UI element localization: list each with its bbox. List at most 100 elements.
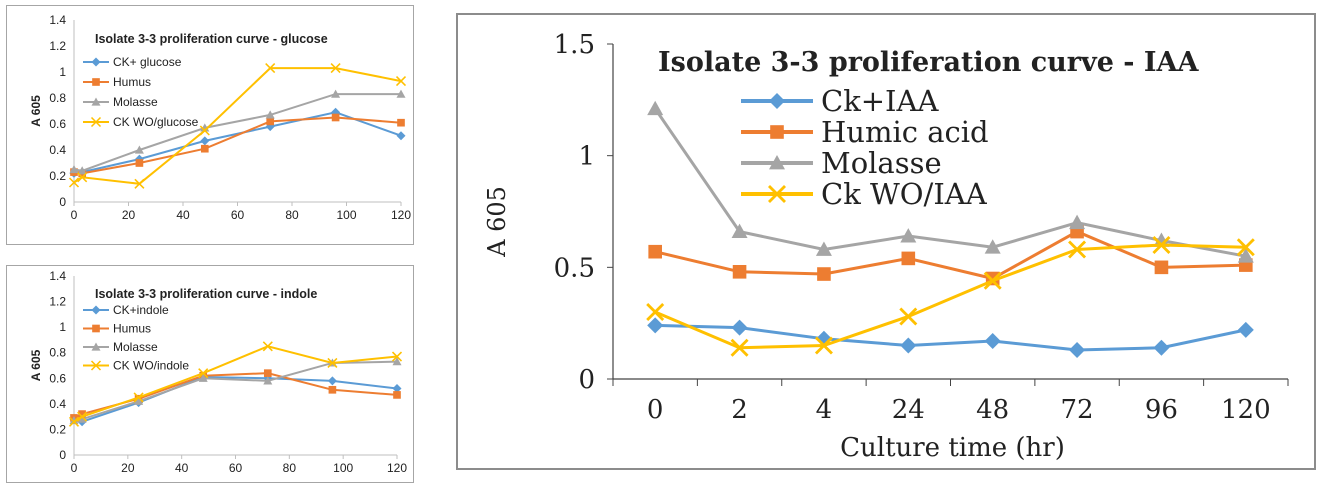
c2-series-1-point-6 [393,391,401,399]
c1-x-tick-label-3: 60 [231,208,245,222]
c2-x-tick-label-0: 0 [71,461,78,475]
c3-series-2-line [653,107,1247,258]
c1-series-3-point-1-b [77,172,88,183]
c3-y-tick-label-2: 1 [578,142,595,172]
c2-series-3-point-2-b [133,392,144,403]
c3-series-3-point-0-b [646,303,665,321]
indole-chart: 0 0.2 0.4 0.6 0.8 1 1.2 1.4 0 20 40 60 80 100 120 A 605… [29,269,407,475]
c3-x-tick-label-7: 120 [1221,395,1271,425]
c1-x-tick-label-4: 80 [285,208,299,222]
c3-series-3-point-6 [1152,236,1171,254]
c1-x-tick-label-5: 100 [336,208,356,222]
c3-legend-3-label: Ck WO/IAA [821,177,988,211]
c1-series-1-point-4 [266,117,275,126]
c3-series-0-line [655,323,1247,352]
c2-legend-3-label: CK WO/indole [113,359,189,373]
c2-legend-2-label: Molasse [113,340,158,354]
c2-y-tick-label-7: 1.4 [49,269,66,283]
c2-y-tick-label-3: 0.6 [49,371,66,385]
c3-series-3-point-2-b [814,336,833,355]
c2-x-tick-label-2: 40 [175,461,189,475]
c2-series-3-point-4 [262,341,273,352]
c3-series-0-point-7 [1237,321,1254,338]
glucose-chart-panel: 0 0.2 0.4 0.6 0.8 1 1.2 1.4 0 20 40 60 80 100 120 A 605… [6,5,414,245]
c3-legend-0-marker [769,93,785,109]
c3-series-2-point-7 [1237,248,1254,263]
c3-series-3-line [654,243,1246,350]
c2-series-2-point-6 [392,357,402,366]
c3-series-0-point-5 [1069,341,1086,358]
c2-legend-0-marker [91,305,101,315]
c2-series-3-point-3-b [198,368,209,379]
c1-legend-1-label: Humus [113,75,151,89]
c3-x-tick-label-1: 2 [731,395,748,425]
c3-series-3-point-3 [899,307,918,326]
c2-legend-1-marker [92,324,100,333]
c3-series-1-point-3 [901,251,916,266]
c1-series-3-point-1 [77,172,88,183]
c1-y-tick-label-3: 0.6 [49,117,66,131]
c3-series-2-point-5 [1069,214,1086,230]
c2-series-2-point-0 [69,415,79,425]
c1-series-3-point-0-b [68,177,80,188]
c3-x-label: Culture time (hr) [840,433,1065,463]
c1-series-3-point-6 [395,76,407,87]
c3-series-3-point-5 [1068,240,1087,259]
c2-series-3-point-6 [391,351,403,362]
c3-series-3-point-3-b [899,307,918,326]
c2-series-3-point-3 [198,368,209,379]
iaa-chart-panel: 0 0.5 1 1.5 0 2 4 24 48 72 96 120 Culture time (hr) A… [456,13,1316,470]
c3-x-tick-label-3: 24 [892,395,925,425]
c2-series-2-point-2 [134,396,144,405]
c2-y-tick-label-1: 0.2 [49,422,66,436]
c1-legend-3-marker [90,116,102,128]
c2-series-1-point-1 [78,410,86,418]
c2-x-tick-label-3: 60 [229,461,243,475]
c2-y-tick-label-5: 1 [59,320,66,334]
c1-series-1-point-6 [397,118,405,127]
c2-series-1-point-5 [328,385,337,394]
c3-legend-1-label: Humic acid [821,115,989,149]
c3-legend-3-marker [768,185,786,203]
c1-legend-0-marker [91,57,101,67]
c3-x-tick-label-2: 4 [816,395,833,425]
c3-legend-2-marker [769,155,785,170]
c1-y-tick-label-5: 1 [59,65,66,79]
c2-y-tick-label-4: 0.8 [49,346,66,360]
c3-y-tick-label-0: 0 [578,365,595,395]
c1-series-3-point-6-b [395,76,407,87]
c3-series-2-point-2 [815,241,832,256]
c3-series-0-point-3 [900,337,917,354]
c1-series-0-point-6 [396,131,406,141]
c1-series-1-point-5 [331,113,340,122]
c2-legend-2-marker [91,342,101,351]
c3-title: Isolate 3-3 proliferation curve - IAA [658,47,1199,78]
c1-y-tick-label-0: 0 [59,195,66,209]
c3-series-3-point-7-b [1236,238,1255,257]
c2-y-tick-label-0: 0 [59,448,66,462]
c3-series-3-point-1 [730,338,749,357]
c2-series-3-point-6-b [391,351,403,362]
c3-series-1-point-1 [732,265,747,279]
c1-series-3-point-2 [134,178,145,189]
c1-series-3-point-4 [265,63,276,74]
c3-x-tick-label-6: 96 [1145,395,1178,425]
c3-x-tick-label-0: 0 [647,395,664,425]
c1-x-tick-label-2: 40 [176,208,190,222]
c2-series-0-point-5 [327,376,337,386]
c1-y-tick-label-6: 1.2 [49,39,66,53]
c3-series-0-point-6 [1153,339,1170,356]
c1-y-tick-label-1: 0.2 [49,169,66,183]
c3-series-0-point-1 [731,319,748,336]
c1-y-tick-label-4: 0.8 [49,91,66,105]
c1-y-label: A 605 [29,95,43,127]
c1-series-1-point-3 [200,144,209,153]
c2-legend-3-marker-b [90,360,102,371]
c3-x-tick-label-5: 72 [1061,395,1094,425]
c2-y-tick-label-2: 0.4 [49,397,66,411]
c1-y-tick-label-2: 0.4 [49,143,66,157]
c3-legend-0-label: Ck+IAA [821,84,939,118]
c3-series-3-point-4-b [983,271,1002,290]
c3-series-1-point-2 [817,267,831,281]
